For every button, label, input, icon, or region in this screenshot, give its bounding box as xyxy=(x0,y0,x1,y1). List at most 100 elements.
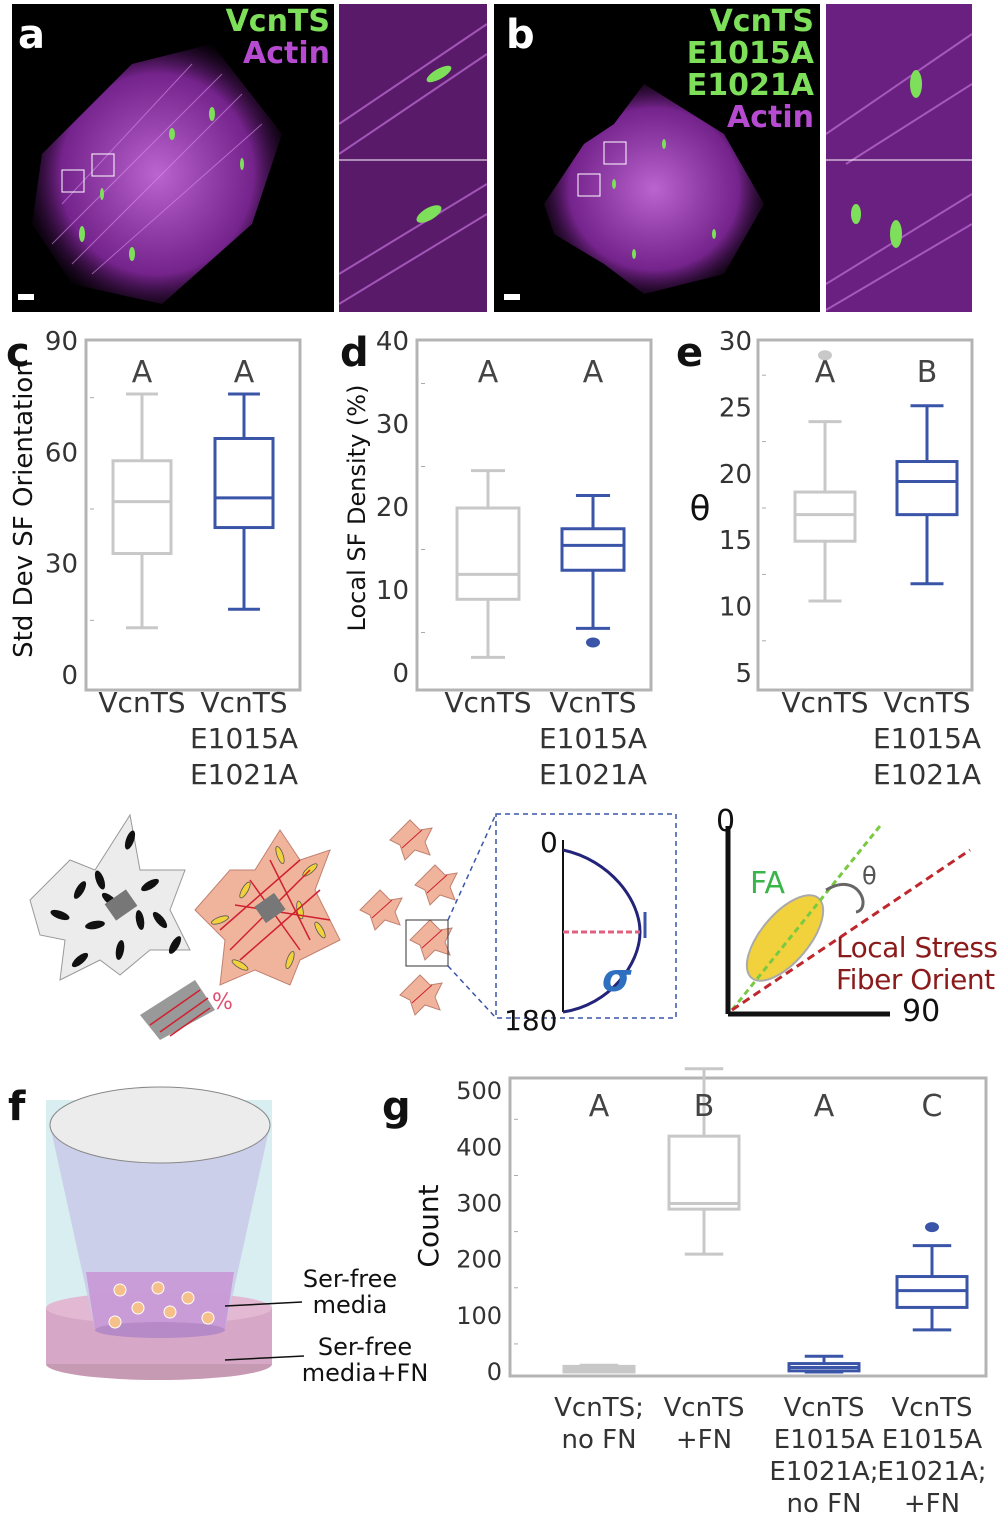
y-tick-label: 40 xyxy=(376,327,409,357)
x-category-label: VcnTS xyxy=(664,1393,745,1423)
transwell-diagram xyxy=(46,1086,305,1380)
legend-vcnts: VcnTS xyxy=(709,4,814,39)
group-letter: A xyxy=(478,355,499,390)
x-category-label: E1015A xyxy=(774,1425,875,1455)
y-axis-label: Local SF Density (%) xyxy=(343,385,371,632)
group-letter: A xyxy=(589,1089,610,1124)
box-iqr xyxy=(667,1134,741,1211)
local-stress-line2: Fiber Orient xyxy=(836,963,995,996)
x-category-label: E1015A xyxy=(190,722,298,755)
x-category-label: VcnTS xyxy=(892,1393,973,1423)
x-category-label: VcnTS xyxy=(549,686,636,719)
bottom-media-line2: media+FN xyxy=(301,1359,429,1387)
y-tick-label: 0 xyxy=(61,661,78,691)
box-iqr xyxy=(111,459,173,556)
y-tick-label: 25 xyxy=(719,393,752,423)
x-category-label: +FN xyxy=(676,1425,732,1455)
x-category-label: E1021A xyxy=(539,758,647,791)
y-tick-label: 20 xyxy=(719,460,752,490)
y-tick-label: 0 xyxy=(487,1358,502,1386)
group-letter: B xyxy=(917,355,938,390)
top-media-label: Ser-free media xyxy=(290,1266,410,1318)
bottom-media-line1: Ser-free xyxy=(317,1333,413,1361)
y-tick-label: 30 xyxy=(376,410,409,440)
y-tick-label: 10 xyxy=(376,576,409,606)
group-letter: B xyxy=(694,1089,715,1124)
outlier-point xyxy=(925,1222,939,1233)
orient-axis-0: 0 xyxy=(540,826,558,859)
group-letter: A xyxy=(583,355,604,390)
x-category-label: no FN xyxy=(561,1425,636,1455)
y-tick-label: 10 xyxy=(719,593,752,623)
plot-frame xyxy=(84,338,302,692)
top-media-line2: media xyxy=(312,1291,388,1319)
box-iqr xyxy=(455,506,521,601)
x-category-label: E1015A xyxy=(539,722,647,755)
micrograph-b xyxy=(494,4,820,312)
x-category-label: E1015A xyxy=(873,722,981,755)
legend-a: VcnTS Actin xyxy=(180,6,330,70)
group-letter: A xyxy=(814,1089,835,1124)
x-category-label: E1015A xyxy=(882,1425,983,1455)
plot-frame xyxy=(508,1076,988,1378)
y-tick-label: 30 xyxy=(719,327,752,357)
panel-label-f: f xyxy=(8,1084,26,1130)
panel-label-a: a xyxy=(18,12,45,58)
y-tick-label: 90 xyxy=(45,327,78,357)
theta-diagram-label: θ xyxy=(862,862,877,890)
theta-axis-90: 90 xyxy=(902,994,941,1029)
theta-axis-0: 0 xyxy=(716,804,736,839)
x-category-label: VcnTS xyxy=(200,686,287,719)
x-category-label: no FN xyxy=(786,1489,861,1514)
legend-actin: Actin xyxy=(243,36,330,71)
micrograph-b-zoom xyxy=(826,4,972,312)
x-category-label: VcnTS xyxy=(98,686,185,719)
y-tick-label: 100 xyxy=(456,1302,502,1330)
group-letter: A xyxy=(234,355,255,390)
x-category-label: VcnTS; xyxy=(554,1393,644,1423)
top-media-line1: Ser-free xyxy=(302,1265,398,1293)
y-tick-label: 200 xyxy=(456,1246,502,1274)
group-letter: A xyxy=(815,355,836,390)
outlier-point xyxy=(586,637,600,648)
legend-e1021a: E1021A xyxy=(686,68,814,103)
y-tick-label: 20 xyxy=(376,493,409,523)
panel-label-e: e xyxy=(676,330,704,376)
fa-label: FA xyxy=(750,866,786,901)
outlier-point xyxy=(818,350,832,361)
panel-label-d: d xyxy=(340,330,369,376)
x-category-label: E1021A xyxy=(190,758,298,791)
sigma-label: σ xyxy=(602,956,632,1000)
group-letter: A xyxy=(132,355,153,390)
y-axis-label: Std Dev SF Orientation xyxy=(9,360,39,658)
x-category-label: VcnTS xyxy=(781,686,868,719)
bottom-media-label: Ser-free media+FN xyxy=(290,1334,440,1386)
schematic-cells xyxy=(29,813,971,1040)
y-tick-label: 15 xyxy=(719,526,752,556)
x-category-label: VcnTS xyxy=(444,686,531,719)
y-tick-label: 30 xyxy=(45,550,78,580)
sf-density-patch xyxy=(140,980,215,1040)
panel-label-c: c xyxy=(6,330,30,376)
legend-e1015a: E1015A xyxy=(686,36,814,71)
orient-axis-180: 180 xyxy=(504,1004,558,1037)
legend-b: VcnTS E1015A E1021A Actin xyxy=(660,6,814,134)
group-letter: C xyxy=(922,1089,943,1124)
legend-vcnts: VcnTS xyxy=(225,4,330,39)
y-axis-label: Count xyxy=(412,1184,445,1267)
x-category-label: VcnTS xyxy=(883,686,970,719)
plot-frame xyxy=(756,338,974,692)
y-tick-label: 500 xyxy=(456,1077,502,1105)
local-stress-label: Local Stress Fiber Orient xyxy=(836,932,998,996)
box-iqr xyxy=(895,460,959,517)
x-category-label: E1021A xyxy=(873,758,981,791)
y-tick-label: 300 xyxy=(456,1190,502,1218)
y-tick-label: 0 xyxy=(392,659,409,689)
micrograph-a xyxy=(12,4,334,312)
y-tick-label: 5 xyxy=(735,659,752,689)
box-iqr xyxy=(560,527,626,572)
